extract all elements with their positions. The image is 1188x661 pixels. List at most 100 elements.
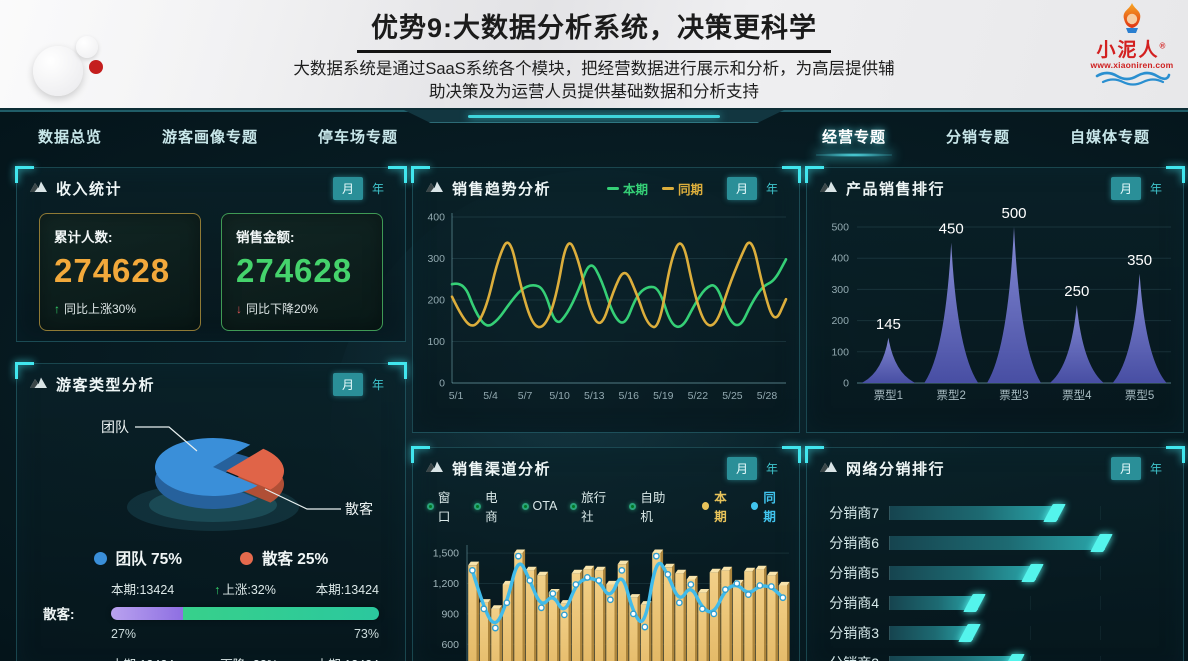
distributor-label: 分销商2 [819, 653, 889, 661]
deco-circle-big [33, 46, 83, 96]
mountain-icon [819, 180, 838, 198]
down-arrow-icon: ↓ [212, 658, 218, 661]
pie-legend-item[interactable]: 散客 25% [240, 547, 328, 569]
income-cards: 累计人数: 274628 ↑ 同比上涨30% 销售金额: 274628 ↓ 同比下降… [17, 205, 405, 331]
nav-tab-1[interactable]: 数据总览 [38, 129, 103, 146]
legend-item[interactable]: 本期 [606, 179, 648, 198]
distribution-bar [890, 624, 981, 642]
page-header: 优势9:大数据分析系统，决策更科学 大数据系统是通过SaaS系统各个模块，把经营… [0, 0, 1188, 110]
mountain-icon [29, 376, 48, 394]
brand-logo: 小泥人® www.xiaoniren.com [1080, 2, 1184, 91]
toggle-year[interactable]: 年 [1149, 462, 1162, 476]
ring-icon [570, 502, 578, 510]
channel-legend-item[interactable]: 旅行社 [570, 487, 616, 525]
series-legend-item[interactable]: 同期 [750, 487, 787, 525]
distributor-label: 分销商5 [829, 565, 879, 581]
up-arrow-icon: ↑ [214, 583, 221, 597]
channel-legend-item[interactable]: 电商 [474, 487, 508, 525]
pie-legend-item[interactable]: 团队 75% [93, 547, 182, 569]
toggle-month[interactable]: 月 [332, 177, 363, 200]
svg-text:0: 0 [439, 378, 445, 390]
ring-icon [629, 502, 637, 510]
period-value: 本期:13424 [316, 654, 379, 661]
visitor-stat-rows: 本期:13424↑上涨:32%本期:13424散客:27%73%本期:13424… [17, 569, 405, 661]
panel-title: 销售渠道分析 [452, 461, 552, 478]
month-year-toggle: 月年 [332, 373, 393, 396]
channel-legend-item[interactable]: OTA [521, 499, 557, 513]
svg-text:5/19: 5/19 [653, 390, 674, 402]
toggle-month[interactable]: 月 [726, 177, 757, 200]
toggle-year[interactable]: 年 [1149, 182, 1162, 196]
distribution-row: 分销商6 [819, 533, 1165, 553]
nav-tab-4[interactable]: 经营专题 [815, 126, 892, 157]
panel-income: 收入统计 月年 累计人数: 274628 ↑ 同比上涨30% 销售金额: 2746… [16, 167, 406, 342]
legend-dot-icon [93, 551, 107, 565]
panel-sales-trend: 销售趋势分析 本期 同期 月年 0 100 200 300 400 5/1 5/4 5/7 5/1… [412, 167, 800, 433]
row-label: 散客: [43, 607, 75, 622]
svg-text:1,500: 1,500 [433, 548, 459, 560]
mascot-flame-icon [1123, 3, 1141, 33]
legend-item[interactable]: 同期 [661, 179, 703, 198]
mountain-icon [819, 460, 838, 478]
svg-text:5/1: 5/1 [449, 390, 464, 402]
toggle-year[interactable]: 年 [371, 182, 384, 196]
wave-icon [1095, 71, 1171, 86]
legend-line-icon [606, 187, 619, 190]
period-value: 本期:13424 [111, 654, 174, 661]
bar-cap [1089, 534, 1113, 552]
toggle-month[interactable]: 月 [726, 457, 757, 480]
nav-tab-5[interactable]: 分销专题 [945, 129, 1010, 146]
deco-circle-small [76, 36, 98, 58]
svg-text:5/4: 5/4 [483, 390, 498, 402]
trend-legend: 本期 同期 [606, 179, 703, 198]
month-year-toggle: 月年 [332, 177, 393, 200]
nav-tab-3[interactable]: 停车场专题 [318, 129, 399, 146]
distribution-row: 分销商2 [819, 653, 1165, 661]
nav-tab-2[interactable]: 游客画像专题 [162, 129, 259, 146]
nav-tab-6[interactable]: 自媒体专题 [1069, 129, 1150, 146]
series-legend-item[interactable]: 本期 [701, 487, 738, 525]
bar-cap [1001, 654, 1025, 661]
svg-text:团队: 团队 [101, 419, 129, 435]
month-year-toggle: 月年 [726, 457, 787, 480]
distribution-row: 分销商4 [819, 593, 1165, 613]
ring-icon [427, 502, 434, 510]
svg-text:300: 300 [831, 284, 849, 296]
svg-text:400: 400 [831, 253, 849, 265]
toggle-year[interactable]: 年 [371, 378, 384, 392]
channel-legend-item[interactable]: 自助机 [629, 487, 675, 525]
distributor-label: 分销商3 [829, 625, 879, 641]
ring-icon [474, 502, 482, 510]
svg-text:250: 250 [1064, 283, 1089, 300]
distributor-label: 分销商7 [829, 505, 879, 521]
brand-url: www.xiaoniren.com [1090, 60, 1174, 70]
distribution-bar [890, 564, 1044, 582]
toggle-month[interactable]: 月 [1110, 457, 1141, 480]
toggle-year[interactable]: 年 [765, 182, 778, 196]
svg-text:900: 900 [441, 608, 459, 620]
month-year-toggle: 月年 [1110, 457, 1171, 480]
toggle-month[interactable]: 月 [332, 373, 363, 396]
period-value: 本期:13424 [315, 583, 379, 597]
change-value: ↓下降:-32% [212, 654, 278, 661]
channel-legend: 窗口 电商 OTA 旅行社 自助机 本期 同期 [413, 485, 799, 525]
channel-legend-item[interactable]: 窗口 [427, 487, 461, 525]
stat-value: 274628 [236, 252, 353, 289]
panel-title: 产品销售排行 [846, 181, 946, 198]
distribution-row: 分销商3 [819, 623, 1165, 643]
svg-text:散客: 散客 [345, 501, 373, 517]
legend-dot-icon [750, 502, 759, 510]
svg-text:300: 300 [427, 253, 445, 265]
panel-title: 游客类型分析 [56, 377, 156, 394]
svg-text:票型4: 票型4 [1062, 388, 1092, 402]
bar-cap [963, 594, 986, 612]
svg-text:5/22: 5/22 [688, 390, 709, 402]
panel-title: 收入统计 [56, 181, 123, 198]
toggle-year[interactable]: 年 [765, 462, 778, 476]
svg-text:100: 100 [831, 346, 849, 358]
bar-track [889, 564, 1165, 582]
trend-line-chart: 0 100 200 300 400 5/1 5/4 5/7 5/10 5/13 5/16 5/19 5/… [427, 212, 788, 402]
dashboard: 数据总览 游客画像专题 停车场专题 经营专题 分销专题 自媒体专题 收入统计 月年 累计人… [0, 110, 1188, 661]
toggle-month[interactable]: 月 [1110, 177, 1141, 200]
